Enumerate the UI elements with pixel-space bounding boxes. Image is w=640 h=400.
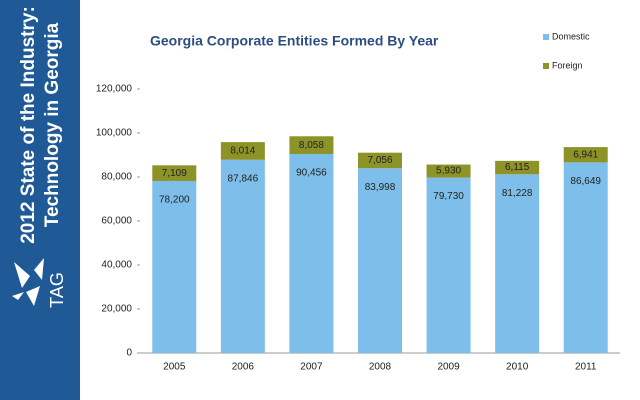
bar-segment (220, 142, 265, 160)
data-label: 83,998 (365, 182, 396, 193)
data-label: 86,649 (570, 176, 601, 187)
bar-segment (426, 177, 471, 353)
legend-label: Domestic (552, 31, 590, 41)
bar-segment (220, 159, 265, 353)
logo-text-group: TAG (47, 272, 67, 308)
bar-segment (495, 174, 540, 353)
x-tick-label: 2009 (437, 362, 460, 373)
bar-segment (289, 153, 334, 353)
y-tick-label: 80,000 (101, 172, 132, 183)
y-tick-label: 0 (126, 348, 132, 359)
x-tick-label: 2005 (163, 362, 186, 373)
data-label: 7,056 (367, 155, 392, 166)
legend-label: Foreign (552, 60, 583, 70)
legend-swatch (543, 63, 549, 69)
data-label: 5,930 (436, 166, 461, 177)
bar-segment (152, 165, 197, 181)
y-tick-label: 40,000 (101, 260, 132, 271)
sidebar (0, 0, 80, 400)
logo-shape (12, 258, 44, 306)
data-label: 7,109 (162, 168, 187, 179)
legend-swatch (543, 34, 549, 40)
x-tick-label: 2006 (232, 362, 255, 373)
sidebar-title-line: Technology in Georgia (42, 22, 63, 227)
data-label: 78,200 (159, 195, 190, 206)
bar-segment (289, 136, 334, 154)
x-tick-label: 2007 (300, 362, 323, 373)
bar-segment (563, 147, 608, 163)
x-tick-label: 2008 (369, 362, 392, 373)
data-label: 90,456 (296, 168, 327, 179)
bar-segment (358, 168, 402, 353)
data-label: 6,115 (505, 162, 530, 173)
bar-segment (358, 152, 402, 169)
y-tick-label: 120,000 (96, 84, 133, 95)
data-label: 79,730 (433, 191, 464, 202)
y-tick-label: 20,000 (101, 304, 132, 315)
sidebar-title: 2012 State of the Industry: Technology i… (18, 6, 63, 244)
chart-title: Georgia Corporate Entities Formed By Yea… (150, 33, 439, 49)
data-label: 8,058 (299, 140, 324, 151)
logo-mark (12, 258, 44, 306)
data-label: 6,941 (573, 149, 598, 160)
data-label: 8,014 (230, 146, 255, 157)
sidebar-title-line: 2012 State of the Industry: (18, 6, 39, 244)
y-tick-label: 60,000 (101, 216, 132, 227)
data-label: 87,846 (228, 173, 259, 184)
y-tick-label: 100,000 (96, 128, 133, 139)
bar-segment (563, 162, 608, 353)
bar-segment (152, 180, 197, 353)
bar-segment (495, 160, 540, 175)
data-label: 81,228 (502, 188, 533, 199)
bar-segment (426, 164, 471, 178)
logo-text: TAG (47, 272, 67, 308)
x-tick-label: 2010 (506, 362, 529, 373)
x-tick-label: 2011 (575, 362, 597, 373)
